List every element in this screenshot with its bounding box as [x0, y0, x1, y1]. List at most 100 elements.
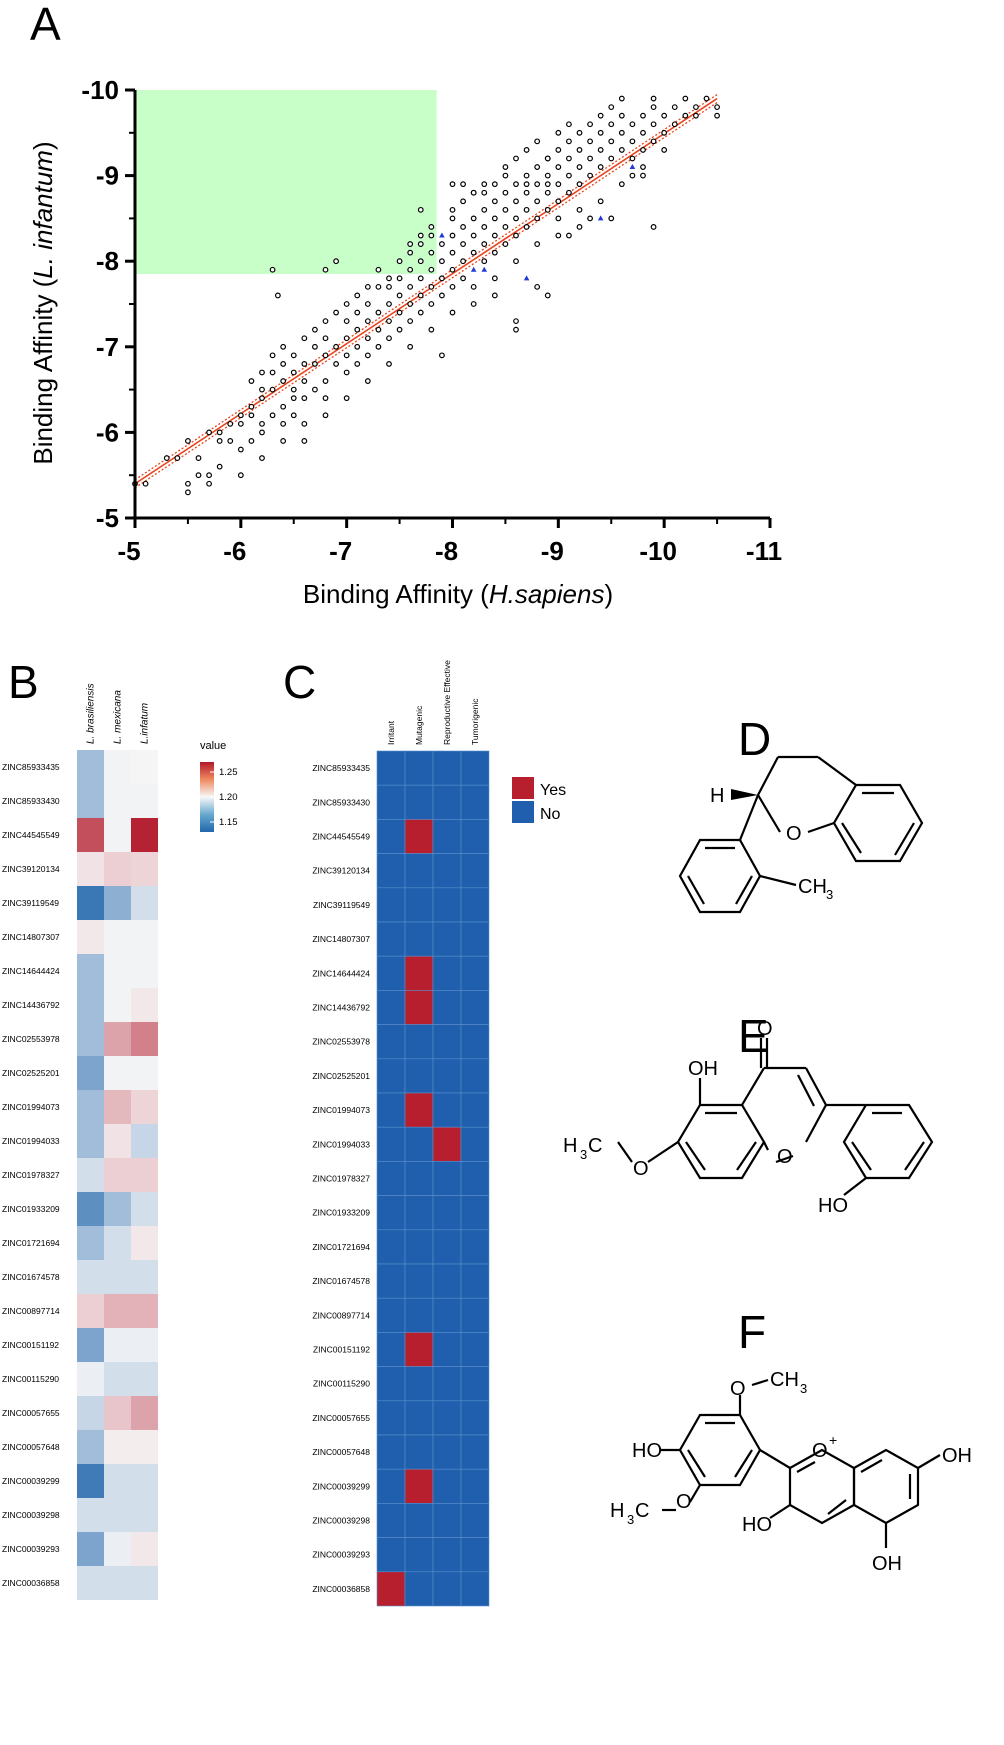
legend-no-label: No: [540, 806, 561, 823]
heatmap-cell: [104, 1566, 131, 1600]
property-cell: [432, 784, 462, 820]
svg-text:O: O: [633, 1158, 649, 1180]
scatter-points: [132, 95, 720, 496]
yes-no-legend: Yes No: [512, 777, 566, 823]
data-point: [301, 438, 308, 444]
data-point: [544, 206, 551, 213]
property-cell: [404, 1126, 434, 1162]
data-point: [364, 378, 371, 384]
data-point: [248, 378, 255, 384]
data-point: [396, 292, 403, 299]
data-point: [417, 241, 424, 247]
row-label: ZINC00036858: [2, 1578, 60, 1588]
heatmap-cell: [104, 818, 131, 852]
heatmap-cell: [131, 1328, 158, 1362]
heatmap-cell: [77, 1056, 104, 1090]
data-point: [629, 172, 636, 179]
property-cell: [376, 819, 406, 854]
data-point: [333, 361, 339, 367]
row-label: ZINC01978327: [312, 1174, 370, 1184]
data-point: [470, 232, 477, 239]
y-axis-label: Binding Affinity (L. infantum): [28, 141, 58, 464]
highlight-point: [523, 275, 530, 281]
data-point: [513, 198, 519, 205]
property-cell: [460, 1434, 490, 1470]
data-point: [555, 198, 562, 205]
data-point: [248, 438, 255, 444]
panel-label-a: A: [30, 0, 61, 50]
heatmap-cell: [131, 1090, 158, 1124]
svg-text:3: 3: [800, 1381, 807, 1396]
property-cell: [460, 1571, 490, 1607]
data-point: [576, 181, 583, 188]
heatmap-cell: [131, 1260, 158, 1294]
y-axis-ticks: -5 -6 -7 -8 -9 -10: [81, 75, 135, 533]
heatmap-cell: [104, 1090, 131, 1124]
data-point: [417, 232, 424, 239]
data-point: [576, 224, 583, 230]
data-point: [618, 147, 625, 153]
data-point: [259, 395, 265, 402]
data-point: [375, 343, 382, 350]
row-label: ZINC14644424: [2, 966, 60, 976]
x-axis-label: Binding Affinity (H.sapiens): [303, 579, 613, 609]
data-point: [502, 172, 509, 179]
property-cell: [460, 1195, 490, 1231]
property-cell: [460, 921, 490, 957]
data-point: [407, 301, 414, 307]
data-point: [544, 292, 551, 299]
data-point: [343, 301, 350, 307]
property-cell: [432, 1195, 462, 1231]
heatmap-cell: [77, 1430, 104, 1464]
data-point: [185, 489, 191, 496]
data-point: [290, 386, 297, 393]
data-point: [608, 155, 615, 162]
data-point: [407, 318, 414, 325]
data-point: [428, 326, 435, 333]
data-point: [439, 258, 445, 265]
heatmap-cell: [131, 1396, 158, 1430]
property-cell: [376, 1434, 406, 1470]
y-tick-label: -7: [96, 332, 119, 362]
data-point: [449, 181, 456, 188]
property-cell: [376, 1092, 406, 1128]
svg-text:C: C: [635, 1500, 649, 1522]
data-point: [460, 275, 466, 282]
legend-yes-label: Yes: [540, 782, 566, 799]
property-cell: [432, 1229, 462, 1265]
data-point: [555, 164, 562, 170]
data-point: [608, 215, 615, 222]
heatmap-cell: [77, 1226, 104, 1260]
heatmap-cell: [77, 988, 104, 1022]
flavone-bonds: [617, 1038, 934, 1196]
heatmap-cell: [131, 1226, 158, 1260]
property-cell: [432, 1024, 462, 1060]
legend-tick-label: 1.20: [219, 792, 238, 803]
row-label: ZINC01994073: [312, 1105, 370, 1115]
svg-text:3: 3: [580, 1147, 587, 1162]
property-cell: [460, 1229, 490, 1265]
data-point: [290, 395, 297, 402]
property-cell: [376, 1503, 406, 1538]
property-cell: [404, 1366, 434, 1402]
data-point: [544, 172, 551, 179]
data-point: [185, 480, 191, 487]
x-tick-label: -6: [223, 536, 246, 566]
heatmap-cell: [104, 1294, 131, 1328]
legend-gradient: [200, 762, 214, 832]
heatmap-cell: [131, 886, 158, 920]
data-point: [534, 198, 541, 205]
property-cell: [460, 887, 490, 923]
data-point: [650, 224, 657, 230]
highlight-point: [597, 215, 604, 221]
row-label: ZINC01994073: [2, 1102, 60, 1112]
row-label: ZINC44545549: [2, 830, 60, 840]
data-point: [290, 369, 297, 376]
data-point: [280, 420, 287, 427]
data-point: [703, 95, 710, 102]
heatmap-cell: [131, 920, 158, 954]
property-cell: [432, 1468, 462, 1504]
svg-text:OH: OH: [688, 1058, 718, 1080]
data-point: [237, 446, 244, 453]
heatmap-cell: [104, 852, 131, 886]
